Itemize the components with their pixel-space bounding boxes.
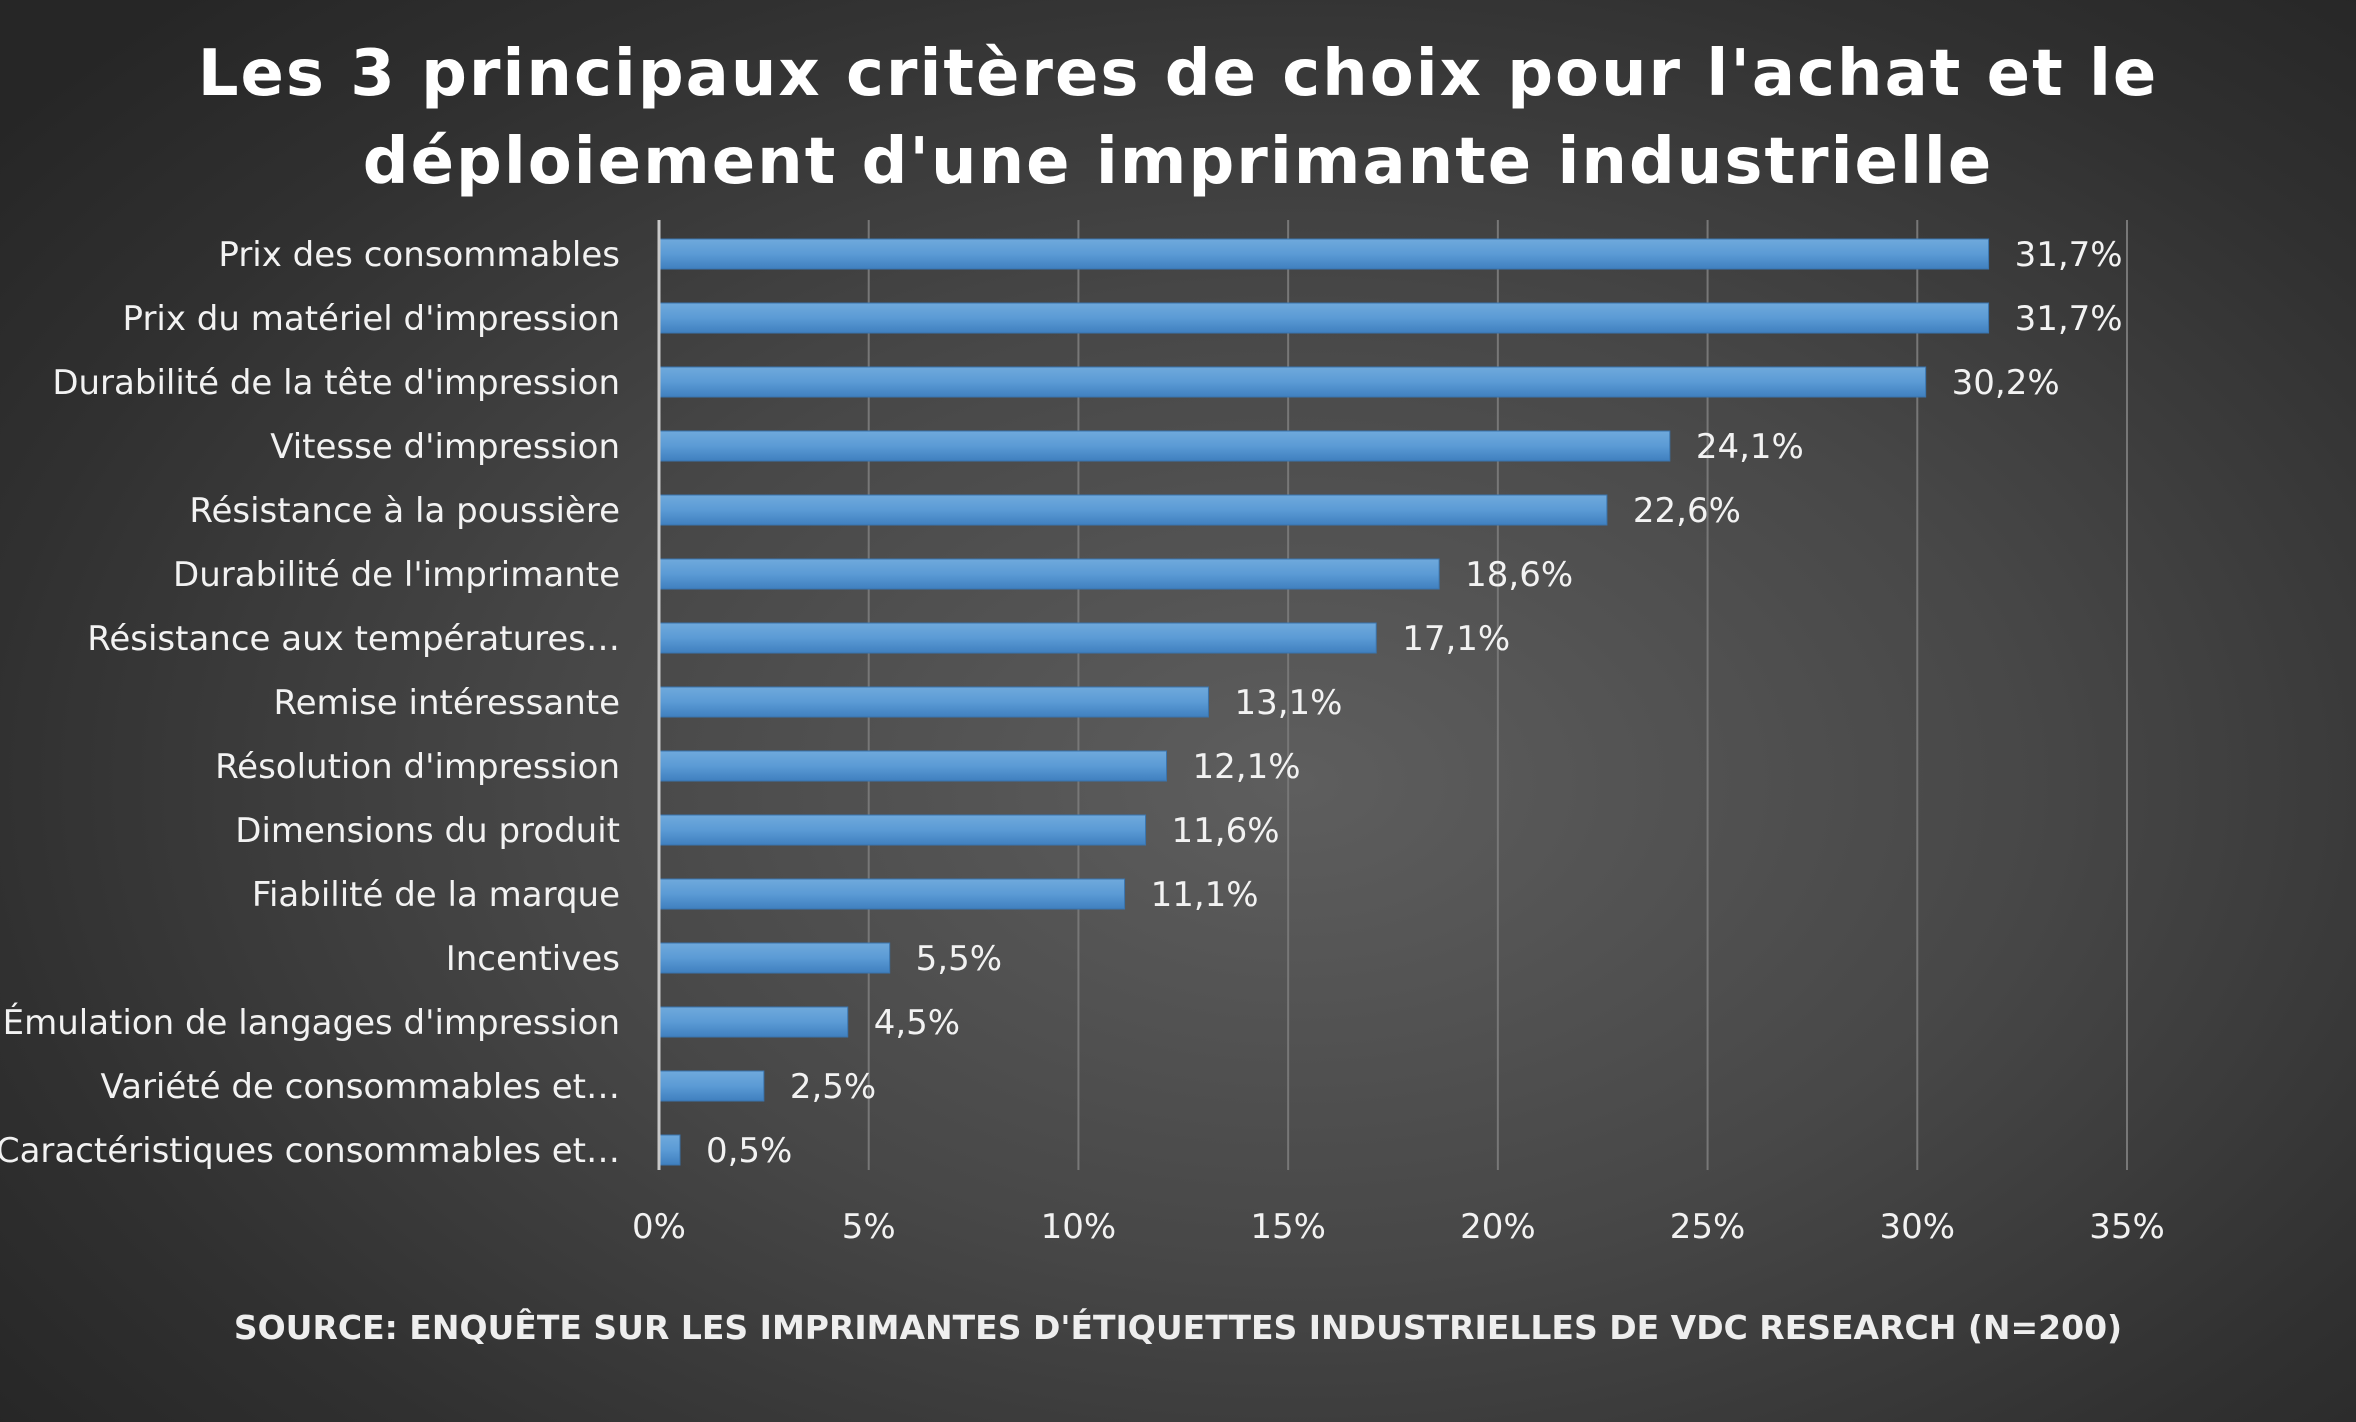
data-label: 11,1% (1151, 875, 1259, 915)
x-tick-label: 15% (1250, 1207, 1326, 1247)
value-labels: 31,7% 31,7% 30,2% 24,1% 22,6% 18,6% 17,1% 13,1%… (706, 235, 2123, 1171)
bar (658, 622, 1377, 654)
category-label: Caractéristiques consommables et… (0, 1131, 620, 1171)
data-label: 12,1% (1193, 747, 1301, 787)
data-label: 31,7% (2015, 299, 2123, 339)
category-label: Durabilité de la tête d'impression (52, 363, 620, 403)
category-label: Incentives (446, 939, 620, 979)
data-label: 11,6% (1172, 811, 1280, 851)
bar (658, 430, 1671, 462)
bar (658, 750, 1168, 782)
data-label: 30,2% (1952, 363, 2060, 403)
data-label: 4,5% (874, 1003, 960, 1043)
category-label: Durabilité de l'imprimante (173, 555, 620, 595)
bar (658, 494, 1608, 526)
chart-title-line-1: Les 3 principaux critères de choix pour … (197, 37, 2159, 111)
category-label: Résolution d'impression (215, 747, 620, 787)
category-label: Résistance aux températures… (87, 619, 620, 659)
data-label: 5,5% (916, 939, 1002, 979)
category-label: Dimensions du produit (235, 811, 620, 851)
chart-title: Les 3 principaux critères de choix pour … (0, 30, 2356, 206)
bar (658, 686, 1209, 718)
chart-title-line-2: déploiement d'une imprimante industriell… (362, 125, 1994, 199)
bar (658, 878, 1126, 910)
bar (658, 1070, 765, 1102)
bar (658, 1134, 681, 1166)
category-label: Variété de consommables et… (100, 1067, 620, 1107)
bar (658, 302, 1990, 334)
data-label: 13,1% (1234, 683, 1342, 723)
category-labels: Prix des consommables Prix du matériel d'… (0, 235, 620, 1171)
data-label: 18,6% (1465, 555, 1573, 595)
x-tick-label: 0% (632, 1207, 686, 1247)
x-tick-label: 30% (1879, 1207, 1955, 1247)
category-label: Émulation de langages d'impression (3, 1002, 620, 1043)
x-tick-label: 10% (1041, 1207, 1117, 1247)
bar (658, 558, 1440, 590)
category-label: Fiabilité de la marque (252, 875, 620, 915)
data-label: 31,7% (2015, 235, 2123, 275)
x-tick-label: 20% (1460, 1207, 1536, 1247)
bar (658, 238, 1990, 270)
category-label: Remise intéressante (274, 683, 620, 723)
bar (658, 814, 1147, 846)
category-label: Vitesse d'impression (270, 427, 620, 467)
bar (658, 942, 891, 974)
category-label: Résistance à la poussière (189, 491, 620, 531)
data-label: 2,5% (790, 1067, 876, 1107)
x-axis-tick-labels: 0% 5% 10% 15% 20% 25% 30% 35% (632, 1207, 2165, 1247)
data-label: 24,1% (1696, 427, 1804, 467)
bar (658, 366, 1927, 398)
bar (658, 1006, 849, 1038)
data-label: 17,1% (1402, 619, 1510, 659)
chart-source: SOURCE: ENQUÊTE SUR LES IMPRIMANTES D'ÉT… (233, 1308, 2123, 1347)
x-tick-label: 35% (2089, 1207, 2165, 1247)
category-label: Prix des consommables (218, 235, 620, 275)
category-label: Prix du matériel d'impression (123, 299, 620, 339)
data-label: 22,6% (1633, 491, 1741, 531)
data-label: 0,5% (706, 1131, 792, 1171)
bars (658, 238, 1990, 1166)
x-tick-label: 5% (842, 1207, 896, 1247)
x-tick-label: 25% (1670, 1207, 1746, 1247)
